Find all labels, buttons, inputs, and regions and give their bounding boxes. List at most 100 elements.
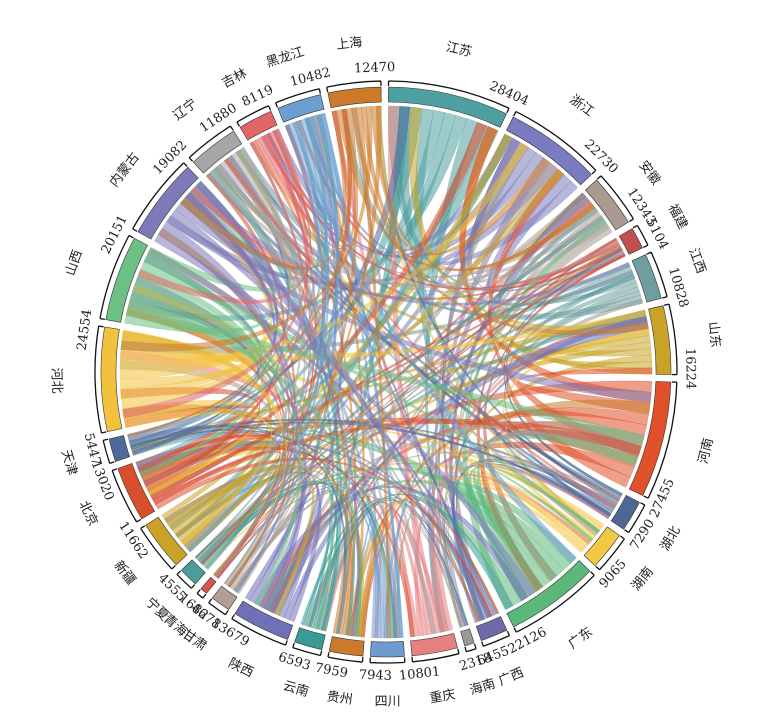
category-label: 山西 [63,248,86,278]
arc-segment [211,585,238,611]
arc-outline [643,381,678,499]
arc-segment [105,237,148,323]
arc-outline [140,525,176,570]
arc-outline [102,438,115,464]
arc-outline [236,105,272,127]
arc-outline [663,303,678,376]
category-label: 福建 [665,202,690,232]
arc-outline [196,589,207,599]
category-label: 广西 [496,665,526,689]
arc-segment [628,381,672,496]
arc-segment [239,110,278,141]
value-label: 16224 [682,348,697,390]
arc-outline [111,468,142,523]
category-label: 黑龙江 [264,45,306,71]
arc-outline [596,175,635,223]
category-label: 四川 [375,694,401,709]
arc-outline [292,642,323,657]
category-label: 上海 [336,35,364,53]
arc-segment [192,130,243,174]
chord-ribbon [132,283,333,630]
arc-segment [108,435,131,462]
value-label: 10801 [398,664,441,683]
arc-outline [464,643,477,653]
category-label: 山东 [705,321,723,349]
arc-segment [327,86,382,109]
category-label: 辽宁 [170,95,200,124]
arc-outline [274,88,322,108]
category-label: 吉林 [220,66,250,91]
arc-segment [648,305,672,375]
arc-outline [624,502,646,534]
arc-segment [180,559,206,585]
arc-outline [327,652,364,663]
value-label: 5104 [643,216,671,252]
arc-segment [328,636,365,657]
chord-ribbon [228,108,358,588]
arc-segment [117,463,156,520]
value-label: 10828 [665,266,691,310]
arc-outline [646,251,668,299]
chord-ribbon [128,152,292,442]
value-label: 7290 [628,517,658,553]
category-label: 贵州 [326,689,354,708]
value-label: 2318 [458,650,494,674]
chord-ribbon [213,199,593,576]
arc-segment [618,228,643,255]
value-label: 11880 [197,101,240,136]
chord-ribbon [443,298,644,628]
chord-ribbon [231,451,621,590]
category-label: 新疆 [111,558,140,588]
chord-ribbon [170,209,485,621]
value-label: 22126 [506,625,550,658]
category-label: 天津 [58,448,80,477]
category-label: 湖南 [628,564,657,594]
arc-segment [388,86,507,128]
category-label: 北京 [76,499,101,529]
category-label: 江西 [685,246,708,276]
chord-ribbon [162,221,298,594]
value-label: 6593 [276,650,312,674]
category-label: 江苏 [445,39,474,60]
arc-segment [200,576,217,594]
arc-outline [188,125,234,162]
ribbons [119,105,653,639]
chord-ribbon [224,139,314,262]
arc-outline [176,570,196,589]
category-label: 河北 [48,367,64,393]
arc-segment [137,166,199,240]
category-label: 浙江 [566,92,596,119]
arc-outline [208,598,229,616]
value-label: 12470 [354,60,396,77]
arc-segment [277,94,325,123]
arc-outline [513,111,597,175]
chord-ribbon [371,105,596,271]
value-label: 20151 [99,213,131,257]
chord-ribbon [209,169,437,635]
category-label: 海南 [468,676,498,699]
category-label: 重庆 [428,687,456,707]
value-label: 7943 [359,668,393,684]
category-label: 河南 [695,436,717,465]
arc-segment [460,628,475,647]
chord-ribbon [215,105,382,578]
arc-outline [132,162,188,232]
category-label: 陕西 [226,656,256,681]
value-label: 9065 [597,557,630,592]
chord-ribbon [320,112,404,638]
arc-segment [234,600,294,640]
arc-segment [506,560,591,628]
arc-outline [94,325,107,434]
category-label: 湖北 [658,524,684,554]
chord-ribbon [120,106,373,352]
arc-segment [583,526,620,567]
arc-outline [595,535,625,571]
arc-outline [369,657,406,664]
category-label: 内蒙古 [106,150,143,191]
chord-ribbon [135,117,328,468]
value-label: 10482 [288,65,332,90]
value-label: 8119 [240,83,276,111]
value-label: 24554 [75,308,96,351]
arc-outline [99,234,134,321]
